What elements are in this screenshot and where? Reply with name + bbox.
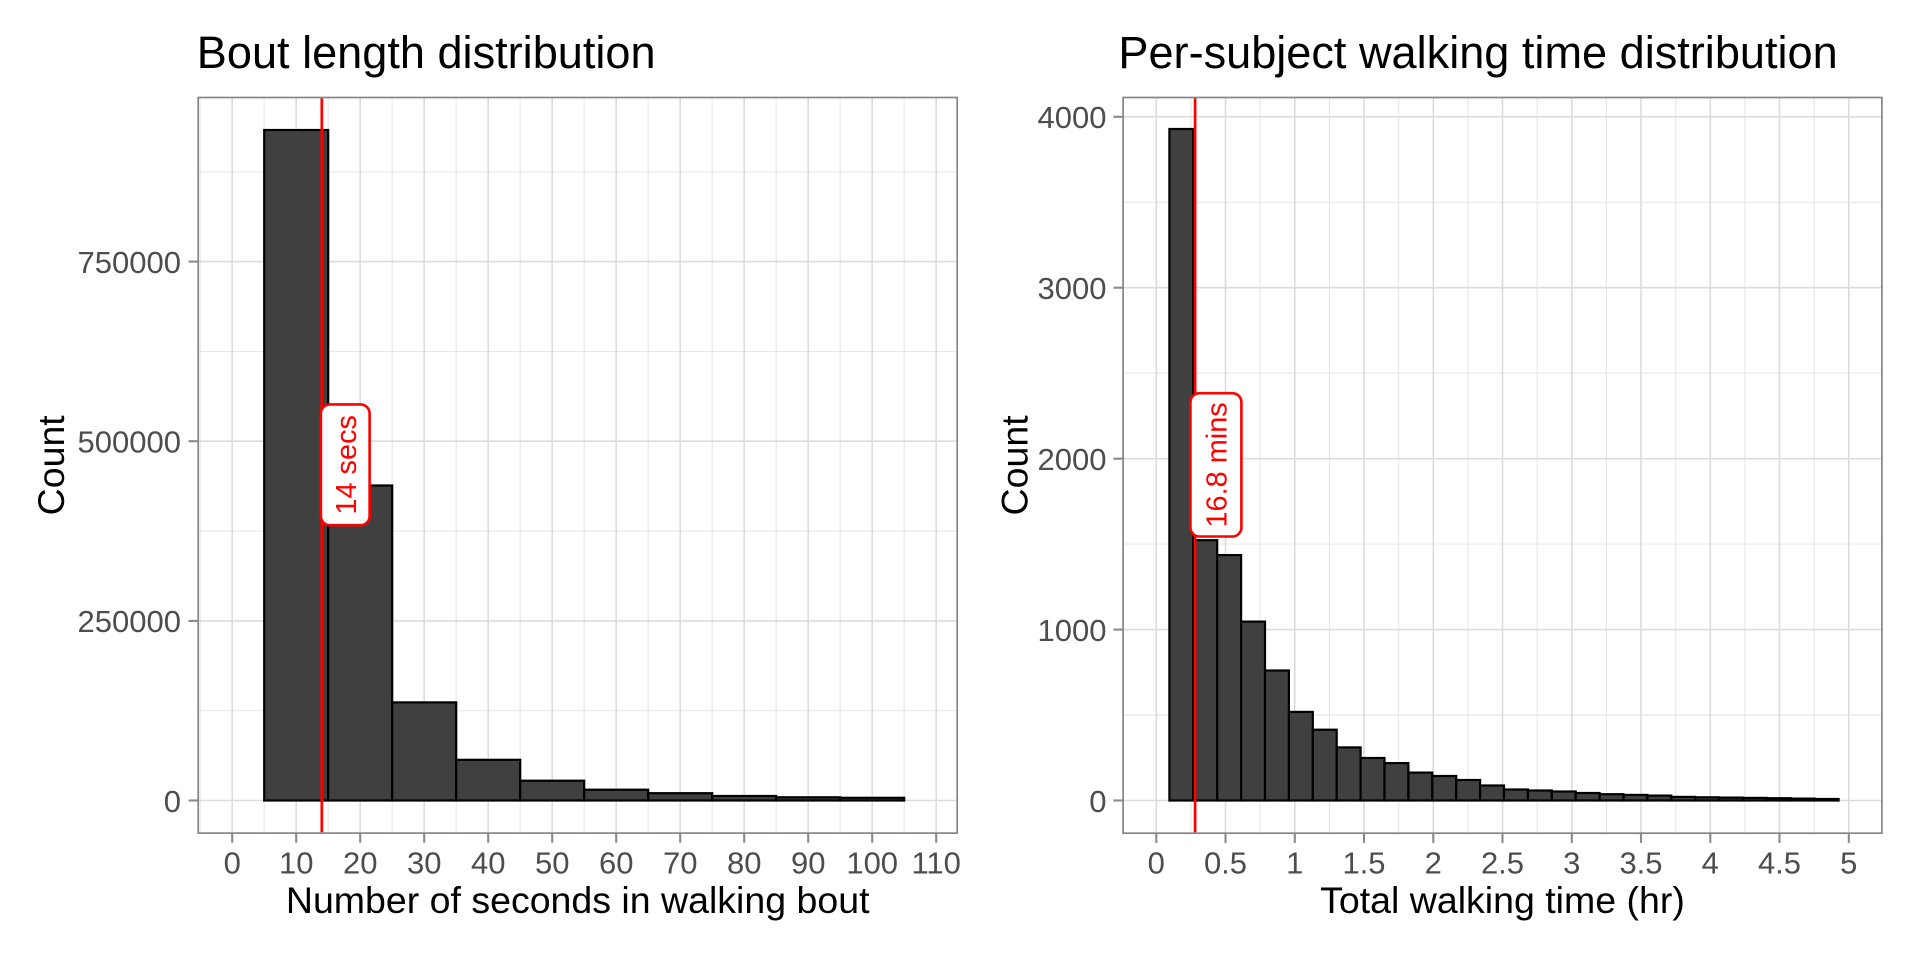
svg-text:3000: 3000: [1038, 271, 1107, 306]
svg-text:Total walking time (hr): Total walking time (hr): [1320, 879, 1685, 921]
svg-text:750000: 750000: [78, 245, 181, 280]
svg-text:30: 30: [407, 846, 441, 881]
svg-text:50: 50: [535, 846, 569, 881]
svg-text:40: 40: [471, 846, 505, 881]
svg-text:Count: Count: [30, 415, 72, 516]
svg-text:Count: Count: [994, 415, 1036, 516]
svg-text:2: 2: [1425, 846, 1442, 881]
svg-text:100: 100: [846, 846, 898, 881]
svg-text:4: 4: [1702, 846, 1719, 881]
svg-text:20: 20: [343, 846, 377, 881]
svg-text:1000: 1000: [1038, 613, 1107, 648]
svg-text:1.5: 1.5: [1342, 846, 1385, 881]
svg-text:0: 0: [224, 846, 241, 881]
svg-text:Per-subject walking time distr: Per-subject walking time distribution: [1118, 27, 1837, 78]
svg-text:0: 0: [164, 784, 181, 819]
svg-text:90: 90: [791, 846, 825, 881]
svg-text:80: 80: [727, 846, 761, 881]
svg-text:250000: 250000: [78, 604, 181, 639]
svg-text:Bout length distribution: Bout length distribution: [197, 27, 656, 78]
svg-text:3: 3: [1563, 846, 1580, 881]
svg-text:60: 60: [599, 846, 633, 881]
svg-text:1: 1: [1286, 846, 1303, 881]
svg-text:0: 0: [1089, 784, 1106, 819]
svg-text:0.5: 0.5: [1204, 846, 1247, 881]
svg-text:2000: 2000: [1038, 442, 1107, 477]
svg-text:4000: 4000: [1038, 100, 1107, 135]
svg-text:5: 5: [1840, 846, 1857, 881]
svg-text:10: 10: [279, 846, 313, 881]
svg-text:2.5: 2.5: [1481, 846, 1524, 881]
svg-text:500000: 500000: [78, 425, 181, 460]
svg-text:16.8 mins: 16.8 mins: [1201, 402, 1233, 527]
svg-text:4.5: 4.5: [1758, 846, 1801, 881]
svg-text:0: 0: [1148, 846, 1165, 881]
svg-text:Number of seconds in walking b: Number of seconds in walking bout: [286, 879, 870, 921]
svg-text:70: 70: [663, 846, 697, 881]
svg-text:3.5: 3.5: [1619, 846, 1662, 881]
svg-text:14 secs: 14 secs: [331, 415, 363, 515]
svg-text:110: 110: [911, 846, 960, 881]
